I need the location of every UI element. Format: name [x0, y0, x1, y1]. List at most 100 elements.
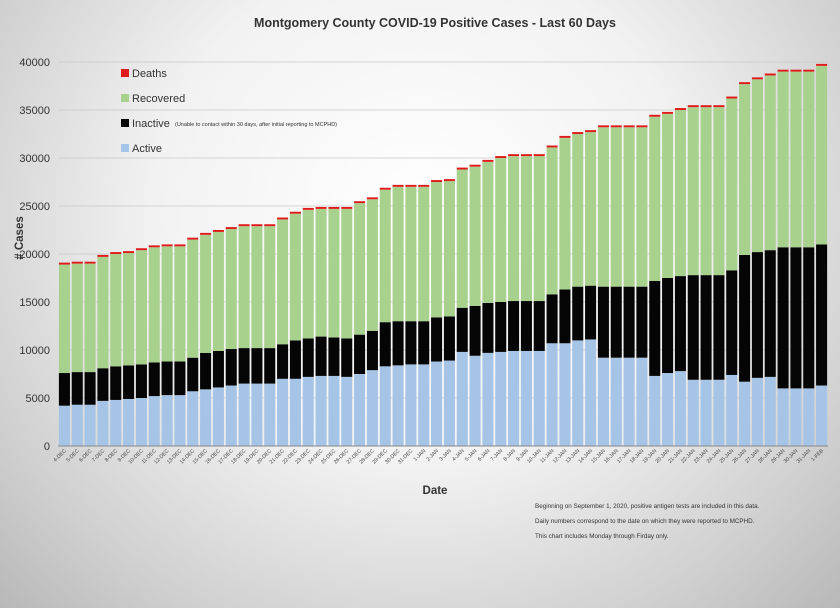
bar-segment-deaths [110, 252, 122, 254]
bar-segment-inactive [264, 348, 276, 384]
bar-segment-recovered [482, 161, 494, 303]
footnotes: Beginning on September 1, 2020, positive… [535, 503, 760, 540]
bar-segment-deaths [71, 261, 83, 264]
y-tick-label: 30000 [19, 153, 50, 165]
bar-segment-recovered [764, 75, 776, 251]
bar-segment-active [636, 357, 648, 446]
bar-segment-deaths [495, 156, 507, 158]
bar-segment-inactive [469, 305, 481, 356]
bar-segment-recovered [726, 98, 738, 271]
bar-segment-deaths [508, 154, 520, 157]
bar-segment-deaths [674, 108, 686, 110]
bar-segment-active [187, 391, 199, 446]
bar-segment-inactive [212, 350, 224, 388]
bar-segment-deaths [302, 207, 314, 210]
bar-segment-active [225, 385, 237, 446]
bar-segment-deaths [572, 132, 584, 134]
legend-label-deaths: Deaths [132, 68, 167, 80]
bar-segment-recovered [674, 110, 686, 277]
bar-segment-inactive [277, 344, 289, 379]
bar-segment-deaths [662, 111, 674, 114]
bar-segment-deaths [379, 187, 391, 190]
bar-segment-deaths [200, 232, 212, 235]
bar-segment-recovered [225, 229, 237, 350]
bar-segment-deaths [585, 130, 597, 133]
bar-segment-deaths [97, 254, 109, 257]
bar-segment-active [277, 378, 289, 446]
bar-segment-recovered [71, 263, 83, 373]
bar-segment-active [546, 343, 558, 446]
bar-segment-recovered [84, 263, 96, 373]
legend: Deaths Recovered Inactive (Unable to contac… [121, 68, 337, 155]
bar-segment-active [302, 376, 314, 446]
y-tick-label: 35000 [19, 105, 50, 117]
bar-segment-active [123, 398, 135, 446]
bar-segment-recovered [200, 234, 212, 353]
bar-segment-inactive [739, 254, 751, 382]
x-tick-label: 5-JAN [464, 448, 479, 463]
x-tick-label: 4-DEC [53, 448, 68, 463]
bar-segment-deaths [366, 197, 378, 200]
bar-segment-active [508, 350, 520, 446]
bar-segment-inactive [135, 364, 147, 398]
bar-segment-recovered [495, 158, 507, 302]
bar-segment-active [392, 365, 404, 446]
bar-segment-inactive [392, 321, 404, 366]
legend-label-active: Active [132, 143, 162, 155]
y-axis-title: # Cases [14, 216, 26, 259]
bar-segment-deaths [58, 262, 70, 265]
bar-segment-recovered [662, 113, 674, 278]
bar-segment-active [790, 388, 802, 446]
bar-segment-deaths [251, 224, 263, 227]
x-tick-label: 8-JAN [503, 448, 518, 463]
legend-label-inactive: Inactive [132, 118, 170, 130]
bar-segment-inactive [418, 321, 430, 365]
bar-segment-deaths [289, 211, 301, 214]
x-tick-label: 6-DEC [78, 448, 93, 463]
bar-segment-active [520, 350, 532, 446]
bar-segment-recovered [700, 107, 712, 276]
bar-segment-inactive [187, 357, 199, 392]
x-tick-label: 7-JAN [490, 448, 505, 463]
bar-segment-inactive [674, 276, 686, 372]
bar-segment-active [572, 340, 584, 446]
bar-segment-active [777, 388, 789, 446]
bar-segment-deaths [700, 105, 712, 108]
bar-segment-active [764, 376, 776, 446]
bar-segment-inactive [636, 286, 648, 358]
bar-segment-inactive [700, 275, 712, 380]
bar-segment-active [431, 361, 443, 446]
bar-segment-recovered [392, 186, 404, 322]
y-axis: 0 5000 10000 15000 20000 25000 30000 35000 40000 [19, 57, 828, 453]
x-tick-label: 4-JAN [451, 448, 466, 463]
bar-segment-active [533, 350, 545, 446]
bar-segment-recovered [443, 181, 455, 317]
bar-segment-recovered [174, 246, 186, 362]
bar-segment-deaths [443, 179, 455, 182]
bar-segment-recovered [379, 189, 391, 323]
bar-segment-active [200, 389, 212, 446]
bar-segment-active [700, 379, 712, 446]
bar-segment-inactive [508, 301, 520, 351]
bar-segment-recovered [97, 256, 109, 369]
x-tick-label: 5-DEC [65, 448, 80, 463]
bar-segment-recovered [251, 226, 263, 349]
bar-segment-active [148, 396, 160, 446]
bar-segment-inactive [251, 348, 263, 384]
bar-segment-deaths [469, 164, 481, 167]
bar-segment-recovered [238, 226, 250, 349]
bar-segment-inactive [58, 373, 70, 406]
bar-segment-recovered [803, 71, 815, 248]
bar-segment-deaths [187, 237, 199, 240]
y-tick-label: 20000 [19, 249, 50, 261]
bar-segment-active [816, 385, 828, 446]
bar-segment-active [726, 374, 738, 446]
y-tick-label: 25000 [19, 201, 50, 213]
bar-segment-deaths [84, 261, 96, 264]
bar-segment-recovered [148, 247, 160, 363]
x-tick-label: 7-DEC [91, 448, 106, 463]
bar-segment-recovered [520, 156, 532, 302]
bar-segment-recovered [123, 253, 135, 366]
bar-segment-inactive [726, 270, 738, 375]
bar-segment-deaths [713, 105, 725, 108]
